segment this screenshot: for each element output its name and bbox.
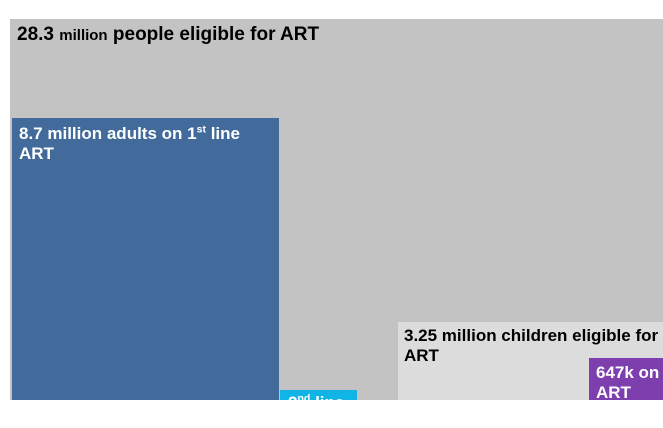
second-line-sup: nd	[297, 392, 311, 405]
second-line-block: 2nd line	[280, 390, 357, 412]
second-line-number: 2	[288, 393, 298, 412]
second-line-label: 2nd line	[288, 393, 344, 413]
adults-first-line-text-post: line	[205, 124, 240, 143]
adults-first-line-art: ART	[19, 144, 54, 164]
total-eligible-unit: million	[59, 27, 108, 44]
total-eligible-text: people eligible for ART	[112, 24, 320, 45]
adults-first-line-block: 8.7 million adults on 1st line ART	[12, 118, 279, 400]
total-eligible-value: 28.3	[17, 24, 54, 45]
children-on-art-label: 647k on ART	[596, 363, 660, 403]
second-line-text: line	[310, 393, 345, 412]
adults-first-line-sup: st	[196, 123, 206, 136]
adults-first-line-label: 8.7 million adults on 1st line ART	[19, 124, 264, 165]
total-eligible-label: 28.3 million people eligible for ART	[17, 24, 319, 47]
children-on-art-block: 647k on ART	[589, 358, 663, 402]
baseline-divider	[10, 400, 663, 401]
children-eligible-label: 3.25 million children eligible for ART	[404, 326, 659, 366]
adults-first-line-text: 8.7 million adults on 1	[19, 124, 197, 143]
